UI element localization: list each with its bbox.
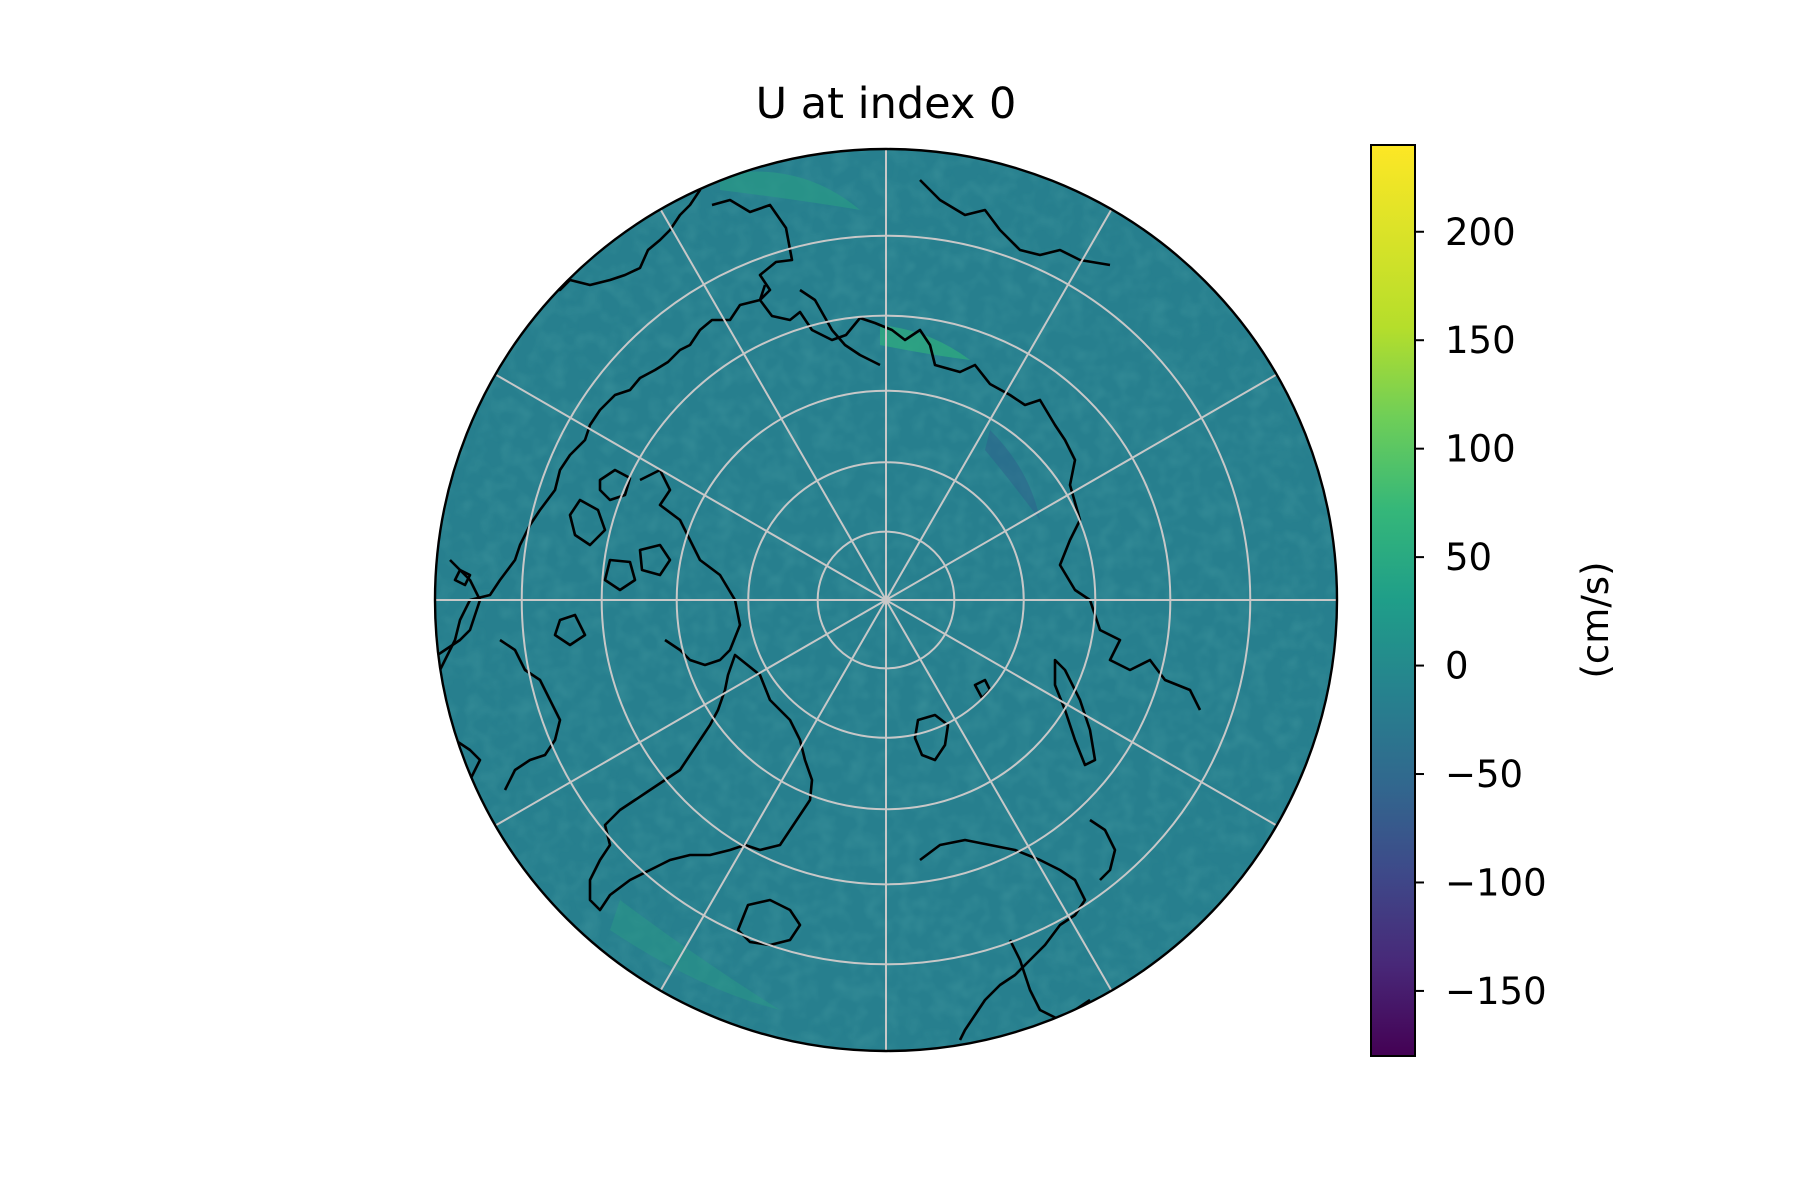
colorbar-tick-label: −150 bbox=[1445, 970, 1547, 1013]
colorbar-ticks: −150 −100 −50 0 50 100 150 200 bbox=[1415, 211, 1547, 1013]
colorbar-tick-label: 200 bbox=[1445, 211, 1516, 254]
map-area bbox=[430, 145, 1342, 1057]
colorbar-tick-label: 50 bbox=[1445, 536, 1492, 579]
colorbar-tick-label: −100 bbox=[1445, 861, 1547, 904]
colorbar: −150 −100 −50 0 50 100 150 200 (cm/s) bbox=[1371, 145, 1617, 1056]
chart-title: U at index 0 bbox=[756, 79, 1017, 129]
colorbar-gradient bbox=[1371, 145, 1415, 1056]
colorbar-tick-label: −50 bbox=[1445, 753, 1523, 796]
colorbar-label: (cm/s) bbox=[1574, 562, 1617, 679]
colorbar-tick-label: 150 bbox=[1445, 319, 1516, 362]
colorbar-tick-label: 0 bbox=[1445, 645, 1469, 688]
colorbar-tick-label: 100 bbox=[1445, 428, 1516, 471]
